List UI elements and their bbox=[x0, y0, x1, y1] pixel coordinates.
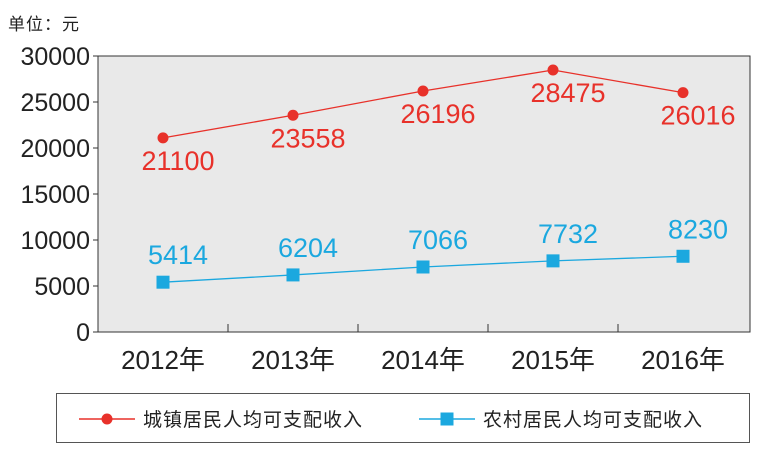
x-tick-label: 2014年 bbox=[381, 345, 465, 375]
data-label: 23558 bbox=[270, 123, 345, 153]
data-point bbox=[677, 87, 689, 99]
data-label: 7732 bbox=[538, 219, 598, 249]
data-point bbox=[676, 249, 690, 263]
data-label: 26196 bbox=[400, 99, 475, 129]
data-label: 21100 bbox=[141, 146, 214, 176]
y-tick-label: 15000 bbox=[20, 181, 90, 209]
y-tick-label: 30000 bbox=[20, 43, 90, 71]
legend-svg: 城镇居民人均可支配收入 农村居民人均可支配收入 bbox=[79, 409, 703, 431]
data-label: 26016 bbox=[660, 101, 735, 131]
y-tick-label: 25000 bbox=[20, 89, 90, 117]
y-tick-label: 20000 bbox=[20, 135, 90, 163]
data-point bbox=[156, 275, 170, 289]
x-tick-label: 2012年 bbox=[121, 345, 205, 375]
data-point bbox=[416, 260, 430, 274]
data-label: 6204 bbox=[278, 233, 338, 263]
x-tick-label: 2013年 bbox=[251, 345, 335, 375]
x-axis: 2012年 2013年 2014年 2015年 2016年 bbox=[121, 324, 725, 375]
data-label: 7066 bbox=[408, 225, 468, 255]
series-layer: 21100 23558 26196 28475 26016 5414 6204 7066 773… bbox=[141, 64, 736, 289]
unit-label: 单位：元 bbox=[8, 15, 80, 35]
legend-marker bbox=[101, 413, 113, 425]
y-tick-label: 0 bbox=[76, 319, 90, 347]
y-tick-label: 5000 bbox=[34, 273, 90, 301]
data-point bbox=[157, 132, 169, 144]
data-point bbox=[287, 109, 299, 121]
x-tick-label: 2015年 bbox=[511, 345, 595, 375]
legend-marker bbox=[440, 412, 454, 426]
data-label: 8230 bbox=[668, 214, 728, 244]
y-tick-label: 10000 bbox=[20, 227, 90, 255]
legend: 城镇居民人均可支配收入 农村居民人均可支配收入 bbox=[56, 393, 750, 443]
data-label: 28475 bbox=[530, 78, 605, 108]
line-chart: 0 5000 10000 15000 20000 25000 30000 2012年 2013… bbox=[20, 43, 751, 375]
data-point bbox=[546, 254, 560, 268]
data-point bbox=[547, 64, 559, 76]
data-point bbox=[417, 85, 429, 97]
data-point bbox=[286, 268, 300, 282]
legend-label: 农村居民人均可支配收入 bbox=[483, 409, 703, 431]
x-tick-label: 2016年 bbox=[641, 345, 725, 375]
legend-label: 城镇居民人均可支配收入 bbox=[143, 409, 363, 431]
y-axis: 0 5000 10000 15000 20000 25000 30000 bbox=[20, 43, 98, 347]
plot-area bbox=[97, 55, 751, 333]
data-label: 5414 bbox=[148, 240, 208, 270]
